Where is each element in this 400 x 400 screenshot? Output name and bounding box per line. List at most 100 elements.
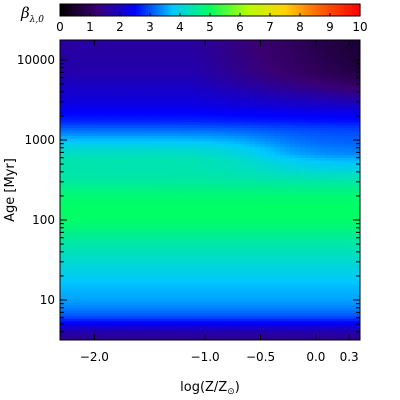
heatmap-cell (120, 154, 126, 158)
heatmap-cell (120, 157, 126, 161)
heatmap-cell (285, 143, 291, 147)
heatmap-cell (165, 244, 171, 248)
heatmap-cell (125, 315, 131, 319)
heatmap-cell (240, 296, 246, 300)
heatmap-cell (190, 271, 196, 276)
heatmap-cell (205, 121, 211, 126)
heatmap-cell (195, 299, 201, 303)
heatmap-cell (80, 236, 86, 240)
heatmap-cell (255, 299, 261, 303)
heatmap-cell (335, 124, 341, 128)
heatmap-cell (200, 228, 206, 232)
heatmap-cell (250, 269, 256, 273)
heatmap-cell (265, 269, 271, 273)
colorbar-segment (118, 4, 121, 16)
heatmap-cell (295, 236, 301, 240)
heatmap-cell (255, 209, 261, 213)
heatmap-cell (115, 149, 121, 153)
heatmap-cell (180, 301, 186, 306)
heatmap-cell (240, 162, 246, 166)
heatmap-cell (270, 304, 276, 308)
heatmap-cell (75, 187, 81, 191)
heatmap-cell (240, 263, 246, 267)
heatmap-cell (115, 282, 121, 286)
heatmap-cell (205, 190, 211, 194)
heatmap-cell (335, 241, 341, 246)
heatmap-cell (210, 318, 216, 322)
heatmap-cell (240, 329, 246, 333)
heatmap-cell (325, 154, 331, 158)
heatmap-cell (230, 176, 236, 180)
heatmap-cell (220, 318, 226, 322)
heatmap-cell (345, 173, 351, 177)
heatmap-cell (320, 307, 326, 311)
heatmap-cell (110, 206, 116, 210)
colorbar-segment (338, 4, 341, 16)
heatmap-cell (200, 290, 206, 295)
heatmap-cell (140, 312, 146, 316)
heatmap-cell (230, 337, 236, 341)
heatmap-cell (205, 192, 211, 196)
heatmap-cell (310, 151, 316, 156)
heatmap-cell (85, 252, 91, 256)
heatmap-cell (85, 154, 91, 158)
heatmap-cell (205, 250, 211, 254)
heatmap-cell (160, 184, 166, 188)
heatmap-cell (65, 154, 71, 158)
heatmap-cell (235, 323, 241, 327)
heatmap-cell (345, 274, 351, 278)
heatmap-cell (125, 260, 131, 265)
heatmap-cell (310, 187, 316, 191)
heatmap-cell (340, 250, 346, 254)
heatmap-cell (255, 320, 261, 325)
heatmap-cell (100, 263, 106, 267)
heatmap-cell (310, 184, 316, 188)
heatmap-cell (270, 176, 276, 180)
heatmap-cell (335, 187, 341, 191)
heatmap-cell (180, 334, 186, 338)
heatmap-cell (155, 329, 161, 333)
heatmap-cell (260, 296, 266, 300)
heatmap-cell (340, 230, 346, 235)
heatmap-cell (190, 282, 196, 286)
heatmap-cell (65, 146, 71, 150)
heatmap-cell (340, 135, 346, 139)
heatmap-cell (315, 329, 321, 333)
heatmap-cell (230, 211, 236, 216)
heatmap-cell (220, 326, 226, 330)
heatmap-cell (195, 271, 201, 276)
heatmap-cell (225, 228, 231, 232)
heatmap-cell (110, 263, 116, 267)
heatmap-cell (155, 190, 161, 194)
heatmap-cell (350, 312, 356, 316)
heatmap-cell (300, 258, 306, 262)
heatmap-cell (250, 312, 256, 316)
heatmap-cell (70, 320, 76, 325)
heatmap-cell (105, 304, 111, 308)
heatmap-cell (295, 154, 301, 158)
heatmap-cell (145, 285, 151, 289)
heatmap-cell (175, 200, 181, 205)
heatmap-cell (250, 138, 256, 142)
heatmap-cell (155, 162, 161, 166)
heatmap-cell (220, 320, 226, 325)
heatmap-cell (80, 127, 86, 131)
heatmap-cell (190, 258, 196, 262)
heatmap-cell (305, 285, 311, 289)
heatmap-cell (65, 274, 71, 278)
heatmap-cell (300, 225, 306, 229)
heatmap-cell (235, 157, 241, 161)
heatmap-cell (65, 160, 71, 164)
heatmap-cell (215, 236, 221, 240)
heatmap-cell (65, 282, 71, 286)
heatmap-cell (145, 307, 151, 311)
heatmap-cell (315, 263, 321, 267)
heatmap-cell (130, 255, 136, 259)
heatmap-cell (125, 181, 131, 186)
heatmap-cell (350, 157, 356, 161)
heatmap-cell (85, 211, 91, 216)
heatmap-cell (65, 151, 71, 156)
heatmap-cell (110, 192, 116, 196)
heatmap-cell (125, 179, 131, 183)
heatmap-cell (120, 269, 126, 273)
